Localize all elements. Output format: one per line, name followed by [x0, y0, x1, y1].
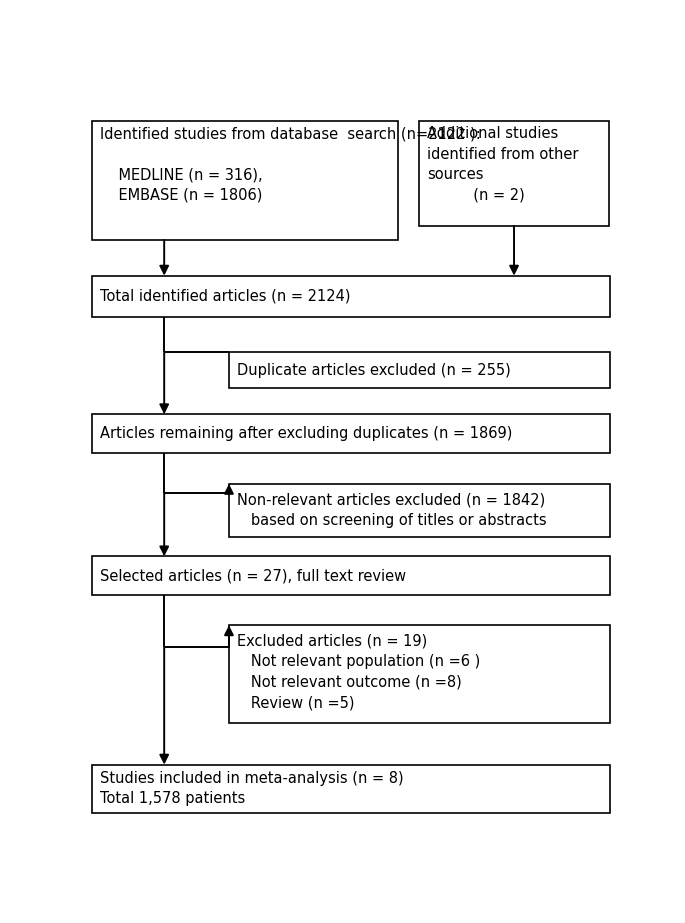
- FancyBboxPatch shape: [92, 121, 398, 240]
- FancyBboxPatch shape: [92, 276, 610, 317]
- Text: Non-relevant articles excluded (n = 1842)
   based on screening of titles or abs: Non-relevant articles excluded (n = 1842…: [237, 493, 547, 528]
- FancyBboxPatch shape: [419, 121, 609, 226]
- FancyBboxPatch shape: [92, 557, 610, 595]
- Text: Studies included in meta-analysis (n = 8)
Total 1,578 patients: Studies included in meta-analysis (n = 8…: [100, 771, 403, 807]
- Text: Excluded articles (n = 19)
   Not relevant population (n =6 )
   Not relevant ou: Excluded articles (n = 19) Not relevant …: [237, 634, 480, 710]
- Text: Identified studies from database  search (n=2122 ):

    MEDLINE (n = 316),
    : Identified studies from database search …: [100, 126, 481, 202]
- Text: Additional studies
identified from other
sources
          (n = 2): Additional studies identified from other…: [427, 126, 578, 202]
- FancyBboxPatch shape: [229, 625, 610, 724]
- Text: Selected articles (n = 27), full text review: Selected articles (n = 27), full text re…: [100, 569, 406, 583]
- FancyBboxPatch shape: [92, 414, 610, 453]
- Text: Articles remaining after excluding duplicates (n = 1869): Articles remaining after excluding dupli…: [100, 426, 512, 441]
- Text: Total identified articles (n = 2124): Total identified articles (n = 2124): [100, 289, 351, 304]
- FancyBboxPatch shape: [229, 484, 610, 537]
- FancyBboxPatch shape: [229, 353, 610, 388]
- FancyBboxPatch shape: [92, 764, 610, 813]
- Text: Duplicate articles excluded (n = 255): Duplicate articles excluded (n = 255): [237, 363, 511, 378]
